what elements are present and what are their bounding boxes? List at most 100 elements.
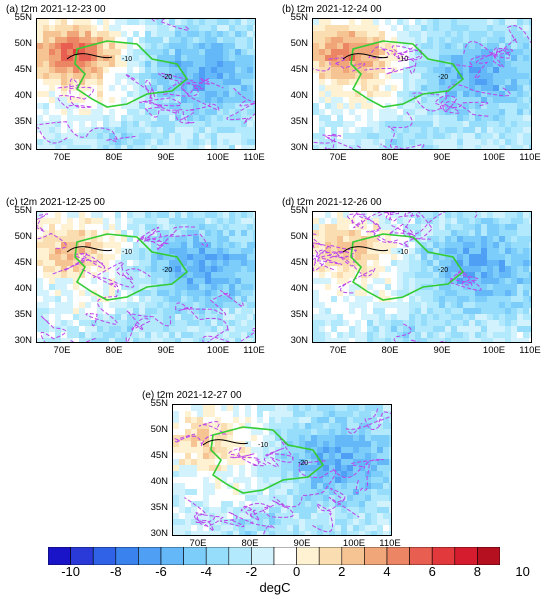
colorbar-swatch — [409, 547, 433, 565]
contour-label: -20 — [438, 74, 448, 81]
lat-tick-label: 45N — [290, 64, 308, 75]
lon-tick-label: 90E — [157, 345, 175, 356]
contour-label: -10 — [258, 442, 268, 449]
lat-tick-label: 45N — [150, 450, 168, 461]
map-panel-e: (e) t2m 2021-12-27 00 55N 50N 45N 40N 35N 30N 7… — [142, 390, 401, 560]
lat-tick-label: 40N — [150, 476, 168, 487]
temperature-map: -10 -20 — [172, 404, 392, 536]
temperature-map: -10 -20 — [312, 211, 532, 343]
colorbar-swatch — [92, 547, 117, 565]
contour-label: -10 — [122, 56, 132, 63]
colorbar-tick-label: -2 — [245, 564, 258, 579]
lat-tick-label: 30N — [290, 335, 308, 346]
colorbar-tick-label: -8 — [110, 564, 122, 579]
lon-tick-label: 110E — [519, 345, 541, 356]
lon-tick-label: 90E — [157, 152, 175, 163]
lat-tick-label: 55N — [14, 205, 32, 216]
temperature-map: -10 -20 — [312, 18, 532, 150]
lat-tick-label: 40N — [14, 90, 32, 101]
lat-tick-label: 55N — [290, 12, 308, 23]
lat-tick-label: 45N — [14, 64, 32, 75]
lon-tick-label: 110E — [243, 345, 265, 356]
lon-tick-label: 70E — [329, 152, 347, 163]
colorbar-tick-label: 2 — [338, 564, 346, 579]
lat-tick-label: 50N — [290, 38, 308, 49]
panel-title: (d) t2m 2021-12-26 00 — [282, 197, 382, 208]
colorbar-swatch — [341, 547, 365, 565]
lat-tick-label: 35N — [14, 116, 32, 127]
lon-tick-label: 80E — [381, 345, 399, 356]
colorbar-tick-label: -6 — [155, 564, 167, 579]
colorbar-swatch — [48, 547, 71, 565]
lat-tick-label: 40N — [290, 90, 308, 101]
temperature-map: -10 -20 — [36, 18, 256, 150]
lat-tick-label: 55N — [290, 205, 308, 216]
lon-tick-label: 80E — [381, 152, 399, 163]
map-panel-c: (c) t2m 2021-12-25 00 55N 50N 45N 40N 35N 30N 7… — [6, 197, 265, 367]
colorbar-tick-label: -10 — [61, 564, 80, 579]
colorbar-swatch — [318, 547, 343, 565]
lon-tick-label: 100E — [206, 152, 230, 163]
lat-tick-label: 40N — [290, 283, 308, 294]
panel-title: (e) t2m 2021-12-27 00 — [142, 390, 242, 401]
panel-title: (b) t2m 2021-12-24 00 — [282, 4, 382, 15]
map-panel-b: (b) t2m 2021-12-24 00 55N 50N 45N 40N 35N 30N 7… — [282, 4, 541, 174]
colorbar-swatch — [138, 547, 162, 565]
lon-tick-label: 90E — [433, 152, 451, 163]
colorbar-swatch — [115, 547, 139, 565]
lon-tick-label: 90E — [293, 538, 311, 549]
colorbar-tick-label: 6 — [428, 564, 436, 579]
lat-tick-label: 50N — [150, 424, 168, 435]
lat-tick-label: 50N — [290, 231, 308, 242]
colorbar-units: degC — [259, 580, 291, 595]
colorbar-swatch — [431, 547, 456, 565]
lat-tick-label: 50N — [14, 38, 32, 49]
lat-tick-label: 50N — [14, 231, 32, 242]
contour-label: -20 — [298, 460, 308, 467]
colorbar-swatch — [183, 547, 207, 565]
lat-tick-label: 30N — [150, 528, 168, 539]
colorbar-swatch — [386, 547, 410, 565]
lat-tick-label: 40N — [14, 283, 32, 294]
colorbar — [48, 547, 500, 565]
colorbar-tick-label: 10 — [515, 564, 530, 579]
lat-tick-label: 35N — [150, 502, 168, 513]
lon-tick-label: 90E — [433, 345, 451, 356]
lat-tick-label: 35N — [290, 116, 308, 127]
panel-title: (a) t2m 2021-12-23 00 — [6, 4, 106, 15]
colorbar-swatch — [205, 547, 230, 565]
colorbar-swatch — [477, 547, 500, 565]
contour-label: -20 — [162, 267, 172, 274]
colorbar-tick-label: -4 — [200, 564, 212, 579]
colorbar-swatch — [70, 547, 94, 565]
contour-label: -20 — [438, 267, 448, 274]
colorbar-swatch — [364, 547, 388, 565]
lon-tick-label: 100E — [482, 345, 506, 356]
colorbar-swatch — [228, 547, 252, 565]
contour-label: -10 — [398, 56, 408, 63]
lon-tick-label: 100E — [482, 152, 506, 163]
lon-tick-label: 110E — [519, 152, 541, 163]
contour-label: -10 — [122, 249, 132, 256]
temperature-map: -10 -20 — [36, 211, 256, 343]
lon-tick-label: 110E — [379, 538, 401, 549]
lat-tick-label: 35N — [14, 309, 32, 320]
lat-tick-label: 30N — [14, 335, 32, 346]
lon-tick-label: 100E — [206, 345, 230, 356]
lat-tick-label: 55N — [150, 398, 168, 409]
lat-tick-label: 35N — [290, 309, 308, 320]
lon-tick-label: 70E — [53, 345, 71, 356]
lon-tick-label: 70E — [189, 538, 207, 549]
lon-tick-label: 70E — [329, 345, 347, 356]
lon-tick-label: 80E — [105, 345, 123, 356]
lat-tick-label: 45N — [290, 257, 308, 268]
contour-label: -10 — [398, 249, 408, 256]
map-panel-d: (d) t2m 2021-12-26 00 55N 50N 45N 40N 35N 30N 7… — [282, 197, 541, 367]
contour-label: -20 — [162, 74, 172, 81]
lon-tick-label: 80E — [241, 538, 259, 549]
lon-tick-label: 70E — [53, 152, 71, 163]
colorbar-swatch — [251, 547, 275, 565]
colorbar-tick-label: 8 — [473, 564, 481, 579]
lat-tick-label: 45N — [14, 257, 32, 268]
lat-tick-label: 30N — [290, 142, 308, 153]
